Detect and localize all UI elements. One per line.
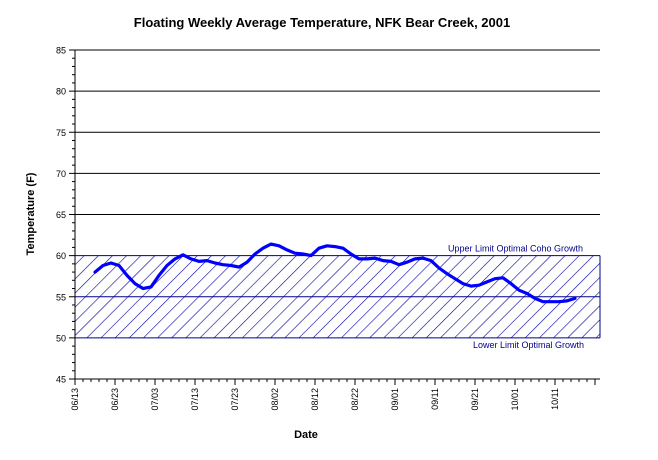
y-tick-label: 75 [56, 128, 66, 138]
x-tick-label: 06/13 [70, 388, 80, 411]
x-tick-label: 06/23 [110, 388, 120, 411]
y-tick-label: 80 [56, 87, 66, 97]
y-tick-label: 85 [56, 46, 66, 56]
x-tick-label: 07/03 [150, 388, 160, 411]
x-tick-label: 07/13 [190, 388, 200, 411]
x-tick-label: 09/01 [390, 388, 400, 411]
y-tick-label: 55 [56, 292, 66, 302]
x-tick-label: 10/01 [510, 388, 520, 411]
x-tick-label: 09/11 [430, 388, 440, 410]
y-tick-label: 70 [56, 169, 66, 179]
series-line [93, 242, 577, 304]
y-tick-label: 50 [56, 333, 66, 343]
y-axis-label: Temperature (F) [25, 172, 37, 255]
x-tick-label: 08/12 [310, 388, 320, 411]
y-tick-label: 60 [56, 251, 66, 261]
y-tick-label: 65 [56, 210, 66, 220]
upper-limit-label: Upper Limit Optimal Coho Growth [448, 244, 583, 254]
x-axis-label: Date [294, 429, 318, 441]
x-tick-label: 10/11 [550, 388, 560, 410]
x-tick-label: 08/02 [270, 388, 280, 411]
x-tick-label: 07/23 [230, 388, 240, 411]
x-tick-label: 09/21 [470, 388, 480, 411]
y-tick-label: 45 [56, 375, 66, 385]
x-tick-label: 08/22 [350, 388, 360, 411]
chart-title: Floating Weekly Average Temperature, NFK… [134, 15, 510, 30]
lower-limit-label: Lower Limit Optimal Growth [473, 340, 584, 350]
